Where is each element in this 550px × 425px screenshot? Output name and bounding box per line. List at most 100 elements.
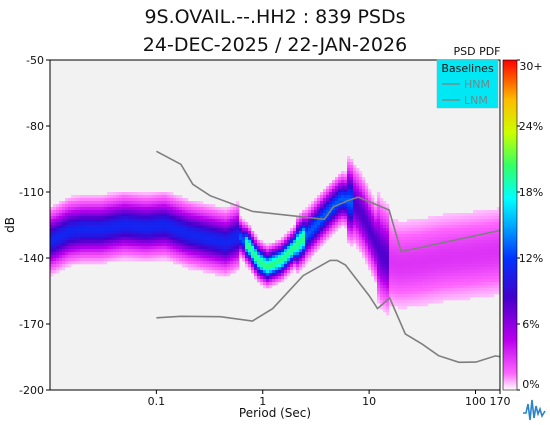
pdf-cell — [98, 201, 102, 205]
pdf-cell — [320, 201, 324, 205]
pdf-cell — [395, 294, 399, 298]
pdf-cell — [320, 219, 324, 223]
pdf-cell — [236, 231, 240, 235]
pdf-cell — [239, 231, 243, 235]
pdf-cell — [365, 225, 369, 229]
pdf-cell — [98, 207, 102, 211]
pdf-cell — [464, 222, 468, 226]
pdf-cell — [380, 252, 384, 256]
pdf-cell — [119, 216, 123, 220]
pdf-cell — [281, 276, 285, 280]
pdf-cell — [227, 213, 231, 217]
pdf-cell — [446, 228, 450, 232]
pdf-cell — [128, 195, 132, 199]
pdf-cell — [167, 204, 171, 208]
pdf-cell — [83, 237, 87, 241]
pdf-cell — [113, 243, 117, 247]
pdf-cell — [491, 240, 495, 244]
pdf-cell — [440, 225, 444, 229]
pdf-cell — [218, 225, 222, 229]
pdf-cell — [152, 252, 156, 256]
pdf-cell — [116, 228, 120, 232]
pdf-cell — [227, 210, 231, 214]
pdf-cell — [50, 258, 54, 262]
pdf-cell — [392, 297, 396, 301]
pdf-cell — [50, 210, 54, 214]
pdf-cell — [86, 219, 90, 223]
pdf-cell — [371, 240, 375, 244]
pdf-cell — [143, 222, 147, 226]
pdf-cell — [377, 282, 381, 286]
pdf-cell — [143, 195, 147, 199]
pdf-cell — [161, 255, 165, 259]
pdf-cell — [155, 204, 159, 208]
pdf-cell — [359, 246, 363, 250]
pdf-cell — [386, 297, 390, 301]
pdf-cell — [308, 210, 312, 214]
pdf-cell — [458, 273, 462, 277]
pdf-cell — [218, 216, 222, 220]
pdf-cell — [302, 246, 306, 250]
pdf-cell — [452, 243, 456, 247]
pdf-cell — [455, 234, 459, 238]
pdf-cell — [431, 246, 435, 250]
pdf-cell — [455, 222, 459, 226]
pdf-cell — [194, 240, 198, 244]
pdf-cell — [449, 243, 453, 247]
pdf-cell — [326, 210, 330, 214]
pdf-cell — [398, 264, 402, 268]
pdf-cell — [98, 225, 102, 229]
pdf-cell — [176, 219, 180, 223]
pdf-cell — [113, 240, 117, 244]
pdf-cell — [443, 258, 447, 262]
pdf-cell — [422, 222, 426, 226]
pdf-cell — [224, 249, 228, 253]
pdf-cell — [131, 210, 135, 214]
pdf-cell — [101, 204, 105, 208]
pdf-cell — [485, 228, 489, 232]
pdf-cell — [353, 189, 357, 193]
pdf-cell — [95, 243, 99, 247]
pdf-cell — [419, 240, 423, 244]
pdf-cell — [164, 237, 168, 241]
pdf-cell — [431, 276, 435, 280]
pdf-cell — [410, 249, 414, 253]
pdf-cell — [461, 213, 465, 217]
pdf-cell — [86, 195, 90, 199]
pdf-cell — [104, 207, 108, 211]
pdf-cell — [386, 285, 390, 289]
pdf-cell — [377, 198, 381, 202]
pdf-cell — [197, 225, 201, 229]
pdf-cell — [215, 213, 219, 217]
pdf-cell — [242, 252, 246, 256]
pdf-cell — [452, 285, 456, 289]
pdf-cell — [383, 246, 387, 250]
pdf-cell — [416, 294, 420, 298]
pdf-cell — [401, 246, 405, 250]
pdf-cell — [422, 276, 426, 280]
pdf-cell — [464, 291, 468, 295]
pdf-cell — [56, 270, 60, 274]
pdf-cell — [104, 258, 108, 262]
pdf-cell — [278, 255, 282, 259]
pdf-cell — [206, 204, 210, 208]
pdf-cell — [71, 210, 75, 214]
pdf-cell — [299, 252, 303, 256]
pdf-cell — [458, 264, 462, 268]
pdf-cell — [287, 267, 291, 271]
pdf-cell — [221, 225, 225, 229]
pdf-cell — [305, 210, 309, 214]
pdf-cell — [422, 255, 426, 259]
pdf-cell — [68, 255, 72, 259]
pdf-cell — [272, 273, 276, 277]
pdf-cell — [440, 285, 444, 289]
pdf-cell — [452, 273, 456, 277]
pdf-cell — [206, 222, 210, 226]
pdf-cell — [170, 255, 174, 259]
pdf-cell — [302, 237, 306, 241]
pdf-cell — [497, 246, 500, 250]
pdf-cell — [281, 249, 285, 253]
pdf-cell — [368, 198, 372, 202]
pdf-cell — [356, 180, 360, 184]
pdf-cell — [233, 270, 237, 274]
